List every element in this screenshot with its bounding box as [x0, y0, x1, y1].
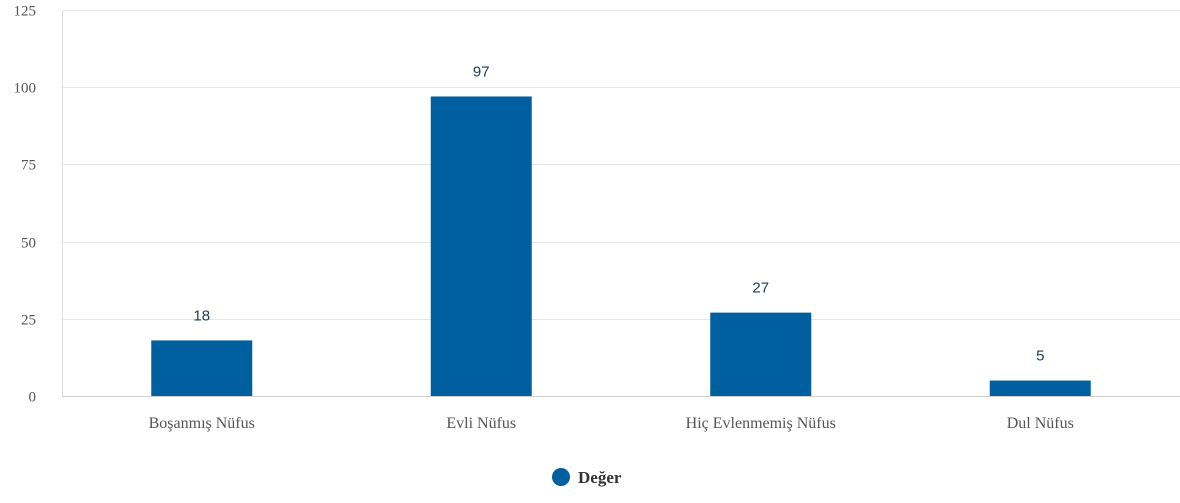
bar[interactable]: [431, 96, 532, 396]
bars: [151, 96, 1091, 396]
gridlines: [62, 11, 1180, 320]
y-tick-label: 50: [21, 236, 36, 252]
y-tick-label: 0: [29, 390, 37, 406]
bar[interactable]: [710, 313, 811, 396]
bar[interactable]: [990, 381, 1091, 396]
x-tick-label: Hiç Evlenmemiş Nüfus: [686, 415, 836, 432]
y-tick-label: 100: [14, 81, 37, 97]
data-label: 27: [752, 280, 769, 297]
data-label: 5: [1036, 348, 1044, 365]
legend[interactable]: Değer: [552, 468, 622, 487]
x-tick-label: Dul Nüfus: [1007, 415, 1074, 432]
y-tick-label: 75: [21, 158, 36, 174]
y-tick-label: 125: [14, 4, 37, 20]
x-tick-label: Evli Nüfus: [446, 415, 516, 432]
legend-label[interactable]: Değer: [578, 468, 622, 487]
x-tick-label: Boşanmış Nüfus: [149, 415, 255, 432]
data-label: 97: [473, 63, 490, 80]
data-label: 18: [193, 307, 210, 324]
bar[interactable]: [151, 340, 252, 396]
y-tick-label: 25: [21, 313, 36, 329]
legend-marker[interactable]: [552, 468, 570, 486]
